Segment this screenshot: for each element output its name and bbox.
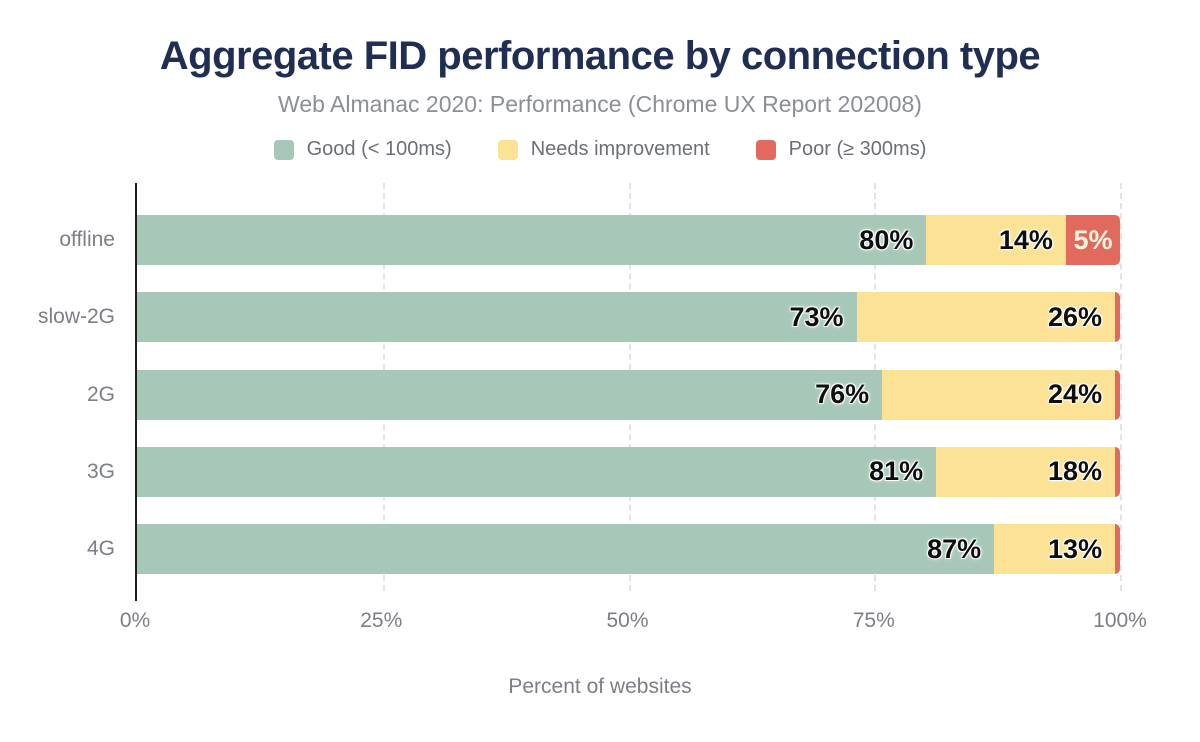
gridline-100 — [1120, 183, 1122, 591]
bar-value-label: 14% — [998, 224, 1053, 255]
bar-row-3G: 3G 81% 18% — [87, 446, 1120, 497]
category-label-4G: 4G — [86, 537, 115, 560]
x-tick-label-0: 0% — [119, 609, 151, 632]
stacked-bar-2G: 76% 24% — [137, 369, 1120, 420]
bar-segment-poor[interactable] — [1115, 446, 1120, 497]
legend-item-poor: Poor (≥ 300ms) — [755, 138, 927, 161]
legend-label: Good (< 100ms) — [306, 138, 452, 160]
bar-value-label: 87% — [927, 533, 982, 564]
bar-row-2G: 2G 76% 24% — [87, 369, 1120, 420]
bar-rows: offline 80% 14% 5% slow-2G 73% 26% 2G 76% 24% 3G 81… — [38, 183, 1120, 601]
bar-segment-good[interactable]: 87% — [137, 524, 995, 574]
bar-value-label: 73% — [789, 301, 844, 332]
category-label-slow-2G: slow-2G — [37, 305, 115, 329]
legend-swatch-needs-improvement — [497, 139, 518, 160]
bar-segment-poor[interactable] — [1115, 292, 1120, 343]
x-axis-ticks: 0% 25% 50% 75% 100% — [120, 601, 1147, 635]
bar-value-label: 24% — [1048, 379, 1103, 409]
bar-segment-poor[interactable] — [1115, 524, 1120, 574]
legend-swatch-poor — [755, 139, 776, 160]
bar-segment-good[interactable]: 76% — [137, 369, 883, 420]
bar-segment-poor[interactable] — [1115, 369, 1120, 420]
bar-segment-good[interactable]: 73% — [137, 292, 857, 343]
x-axis-title: Percent of websites — [508, 675, 692, 698]
bar-row-slow-2G: slow-2G 73% 26% — [38, 292, 1120, 343]
bar-value-label: 80% — [859, 224, 914, 255]
x-tick-label-75: 75% — [852, 609, 895, 632]
x-tick-label-25: 25% — [360, 609, 403, 632]
bar-value-label: 13% — [1048, 533, 1103, 564]
bar-segment-good[interactable]: 81% — [137, 446, 937, 497]
chart-subtitle: Web Almanac 2020: Performance (Chrome UX… — [278, 91, 922, 117]
bar-segment-good[interactable]: 80% — [137, 215, 927, 265]
category-label-3G: 3G — [86, 459, 115, 483]
stacked-bar-slow-2G: 73% 26% — [137, 292, 1120, 343]
bar-row-offline: offline 80% 14% 5% — [59, 215, 1120, 265]
stacked-bar-3G: 81% 18% — [137, 446, 1120, 497]
bar-segment-needs-improvement[interactable]: 14% — [926, 215, 1066, 265]
x-tick-label-100: 100% — [1093, 609, 1147, 632]
bar-segment-needs-improvement[interactable]: 26% — [856, 292, 1116, 343]
bar-value-label: 76% — [815, 379, 870, 409]
bar-value-label: 26% — [1048, 301, 1103, 332]
bar-segment-needs-improvement[interactable]: 24% — [882, 369, 1116, 420]
category-label-offline: offline — [59, 228, 115, 251]
chart-title: Aggregate FID performance by connection … — [159, 34, 1041, 78]
legend: Good (< 100ms) Needs improvement Poor (≥ 3… — [0, 138, 1200, 161]
bar-segment-needs-improvement[interactable]: 18% — [936, 446, 1116, 497]
bar-row-4G: 4G 87% 13% — [87, 524, 1120, 574]
bar-value-label: 18% — [1048, 456, 1103, 487]
legend-label: Poor (≥ 300ms) — [788, 138, 927, 160]
legend-item-good: Good (< 100ms) — [273, 138, 452, 161]
category-label-2G: 2G — [86, 382, 115, 406]
bar-segment-poor[interactable]: 5% — [1065, 215, 1120, 265]
x-tick-label-50: 50% — [606, 609, 649, 632]
stacked-bar-4G: 87% 13% — [137, 524, 1120, 574]
bar-value-label: 5% — [1073, 224, 1113, 255]
legend-label: Needs improvement — [530, 138, 710, 160]
legend-swatch-good — [273, 139, 294, 160]
stacked-bar-offline: 80% 14% 5% — [137, 215, 1120, 265]
bar-value-label: 81% — [869, 456, 924, 487]
bar-segment-needs-improvement[interactable]: 13% — [994, 524, 1116, 574]
legend-item-needs-improvement: Needs improvement — [497, 138, 710, 161]
plot-area: offline 80% 14% 5% slow-2G 73% 26% 2G 76% 24% 3G 81… — [38, 183, 1122, 601]
